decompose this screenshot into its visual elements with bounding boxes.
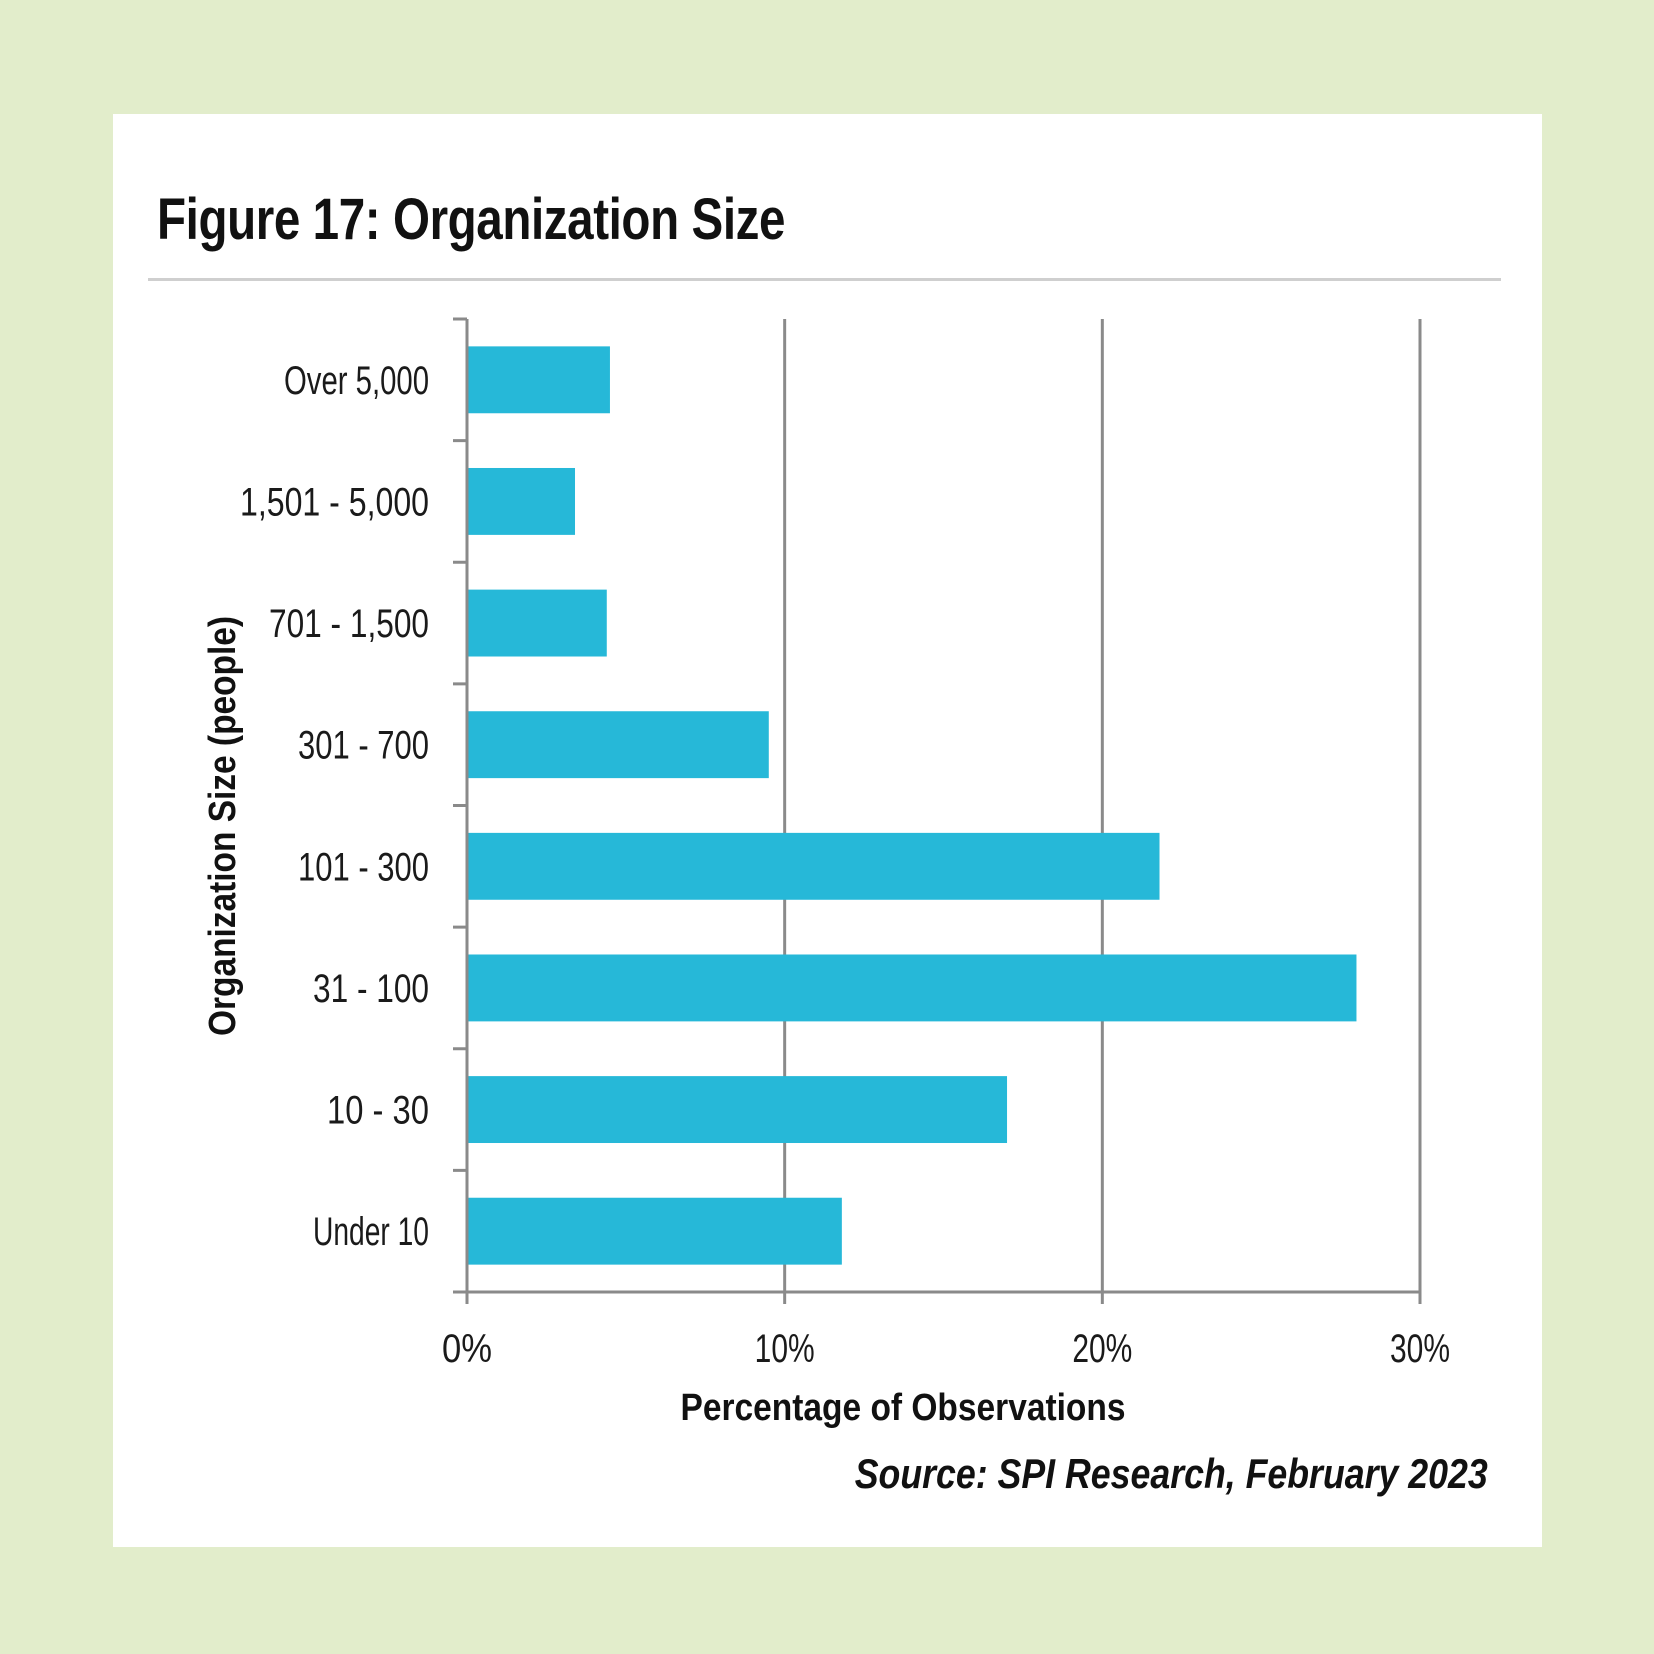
category-label: Under 10 — [313, 1210, 429, 1254]
source-note: Source: SPI Research, February 2023 — [855, 1450, 1488, 1497]
category-label: 101 - 300 — [298, 845, 429, 889]
bar — [467, 711, 769, 779]
bar — [467, 467, 576, 535]
category-labels: Over 5,000 1,501 - 5,000 701 - 1,500 301 - … — [240, 359, 429, 1254]
category-label: Over 5,000 — [284, 359, 429, 403]
bar — [467, 832, 1160, 900]
bar — [467, 1197, 842, 1265]
x-tick-label: 30% — [1390, 1327, 1450, 1371]
bars — [467, 346, 1357, 1265]
x-axis-title: Percentage of Observations — [681, 1387, 1126, 1429]
bar-chart: Over 5,000 1,501 - 5,000 701 - 1,500 301 - … — [202, 317, 1450, 1429]
gridlines — [783, 319, 1422, 1292]
x-tick-label: 10% — [755, 1327, 815, 1371]
chart-title: Figure 17: Organization Size — [157, 187, 786, 252]
title-divider — [148, 278, 1501, 281]
bar — [467, 954, 1357, 1022]
chart-card: Figure 17: Organization Size Over 5,000 1… — [113, 114, 1542, 1547]
category-label: 10 - 30 — [327, 1089, 429, 1133]
category-label: 1,501 - 5,000 — [240, 480, 429, 524]
category-label: 31 - 100 — [313, 967, 429, 1011]
axes — [453, 317, 1422, 1304]
category-label: 701 - 1,500 — [269, 602, 429, 646]
bar — [467, 346, 610, 414]
category-label: 301 - 700 — [298, 724, 429, 768]
bar — [467, 589, 607, 657]
x-tick-label: 0% — [442, 1327, 492, 1371]
x-tick-labels: 0% 10% 20% 30% — [442, 1327, 1450, 1371]
bar — [467, 1076, 1008, 1144]
x-tick-label: 20% — [1072, 1327, 1132, 1371]
y-axis-title: Organization Size (people) — [202, 616, 244, 1036]
